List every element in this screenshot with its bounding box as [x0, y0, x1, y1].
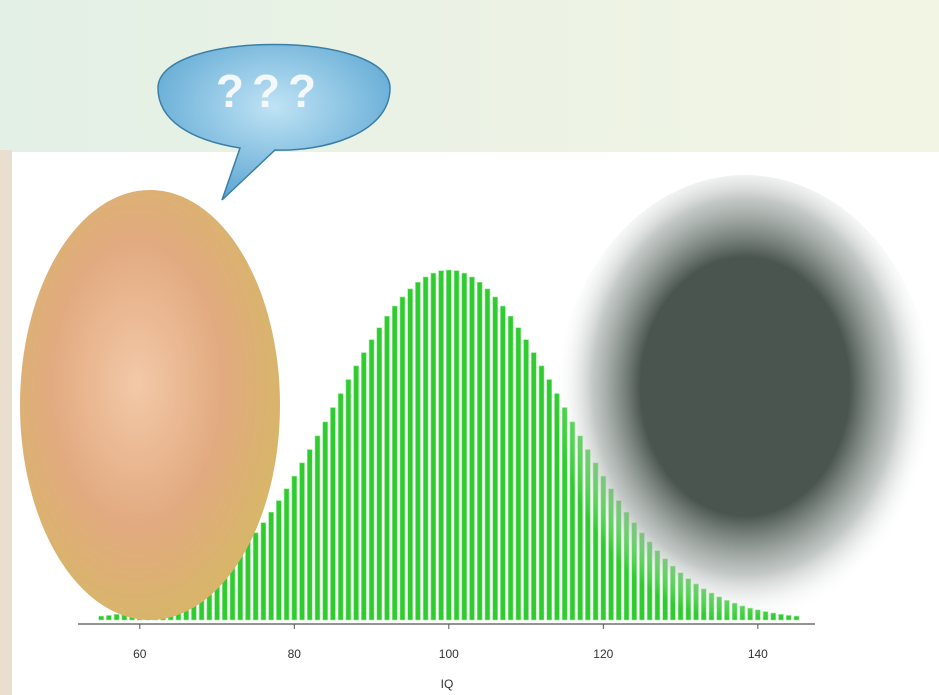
bar [454, 271, 459, 620]
x-tick-label: 120 [593, 647, 613, 661]
bar [500, 306, 505, 620]
bar [439, 271, 444, 620]
bar [400, 297, 405, 620]
bar [106, 615, 111, 620]
bar [415, 282, 420, 620]
bar [307, 450, 312, 620]
bar [508, 316, 513, 620]
bar [431, 273, 436, 620]
bar [369, 340, 374, 620]
bubble-text: ??? [216, 65, 324, 117]
bar [377, 328, 382, 620]
bar [284, 489, 289, 620]
bar [392, 306, 397, 620]
x-tick-label: 80 [288, 647, 302, 661]
bar [423, 277, 428, 620]
bar [470, 277, 475, 620]
bar [114, 614, 119, 620]
bar [408, 289, 413, 620]
bar [300, 463, 305, 620]
bar [269, 512, 274, 620]
bar [524, 340, 529, 620]
bar [330, 408, 335, 620]
bar [276, 501, 281, 620]
bar [315, 436, 320, 620]
bar [245, 542, 250, 620]
bar [261, 523, 266, 620]
bar [547, 380, 552, 620]
x-tick-label: 100 [439, 647, 459, 661]
bar [516, 328, 521, 620]
bar [253, 533, 258, 620]
bar [493, 297, 498, 620]
bar [346, 380, 351, 620]
woman-photo [20, 190, 280, 620]
bar [539, 366, 544, 620]
x-axis-label: IQ [441, 677, 454, 691]
chart: ??? IQ 60 80 100 120 140 [0, 0, 939, 695]
einstein-photo [555, 175, 935, 645]
x-tick-label: 60 [133, 647, 147, 661]
bar [462, 273, 467, 620]
bar [531, 353, 536, 620]
x-tick-label: 140 [748, 647, 768, 661]
bar [361, 353, 366, 620]
bar [292, 476, 297, 620]
bar [323, 422, 328, 620]
bar [338, 394, 343, 620]
bar [385, 316, 390, 620]
bar [99, 616, 104, 620]
bar [485, 289, 490, 620]
bar [477, 282, 482, 620]
side-strip [0, 150, 12, 695]
bar [446, 270, 451, 620]
bar [354, 366, 359, 620]
